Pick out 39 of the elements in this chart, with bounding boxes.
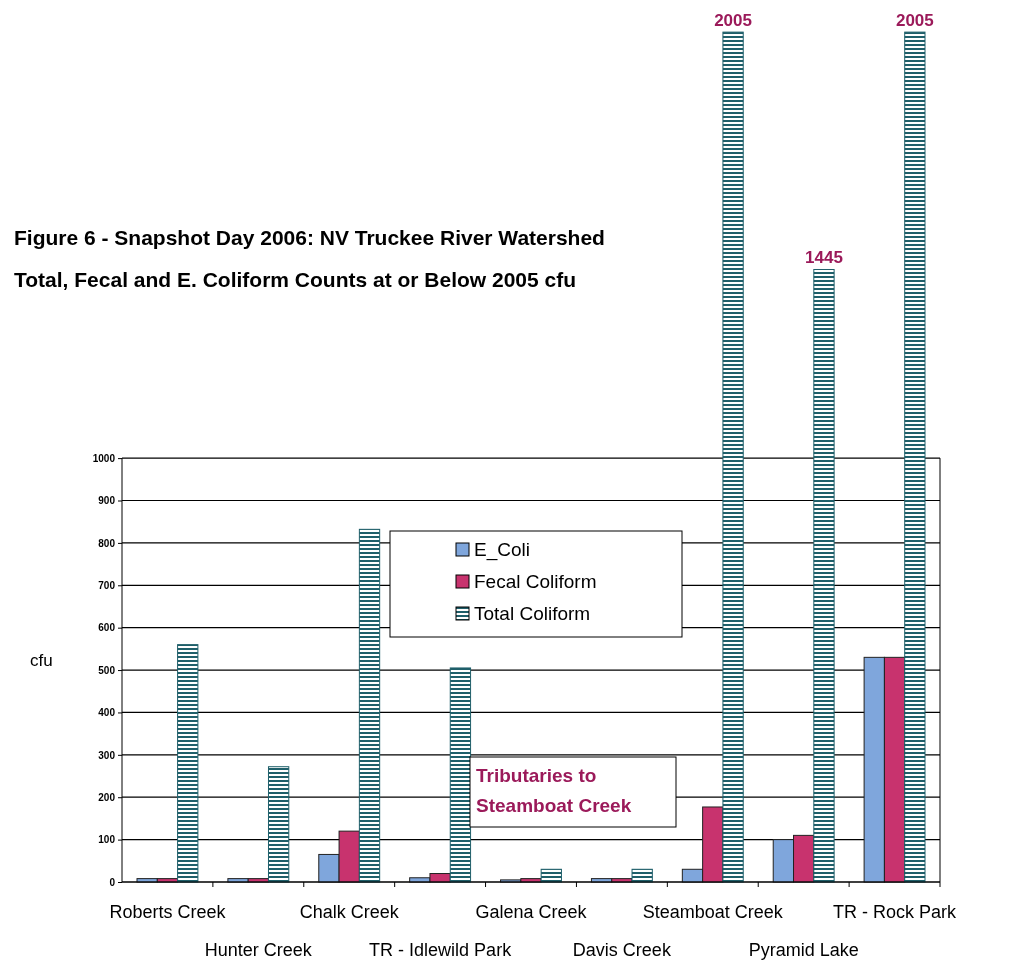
y-tick-label: 400 [98,707,116,719]
y-tick-label: 800 [98,537,116,549]
x-tick-label: TR - Rock Park [833,902,958,922]
text: Total, Fecal and E. Coliform Counts at or Below 2005 cfu [14,268,577,291]
y-tick-label: 700 [98,579,116,591]
x-tick-label: Roberts Creek [109,902,227,922]
bar [358,528,381,883]
data-label: 2005 [895,11,934,31]
legend-label: E_Coli [474,539,530,561]
y-tick-label: 200 [98,791,116,803]
x-tick-label: TR - Idlewild Park [369,940,513,960]
x-tick-label: Galena Creek [475,902,588,922]
text: Figure 6 - Snapshot Day 2006: NV Truckee River Watershed [14,226,605,249]
y-axis-title: cfu [30,651,53,670]
x-tick-label: Davis Creek [572,940,672,960]
y-tick-label: 900 [98,495,116,507]
legend-label: Fecal Coliform [474,571,597,592]
x-tick-label: Steamboat Creek [642,902,784,922]
x-tick-label: Pyramid Lake [748,940,859,960]
bar [540,868,562,883]
x-tick-label: Chalk Creek [299,902,400,922]
bar [267,766,290,883]
bar [177,644,199,883]
bar [722,31,744,883]
bar [631,868,653,883]
bar [904,31,926,883]
legend-label: Total Coliform [474,603,591,624]
bar [449,667,472,883]
annotation: Tributaries to Steamboat Creek [476,765,632,816]
data-label: 2005 [714,11,752,31]
bar [813,268,835,883]
x-tick-label: Hunter Creek [204,940,313,960]
data-label: 1445 [805,248,843,268]
y-tick-label: 300 [98,749,116,761]
y-tick-label: 1000 [92,452,116,464]
y-tick-label: 0 [109,876,116,888]
y-tick-label: 100 [98,834,116,846]
y-tick-label: 600 [98,622,116,634]
y-tick-label: 500 [98,664,116,676]
